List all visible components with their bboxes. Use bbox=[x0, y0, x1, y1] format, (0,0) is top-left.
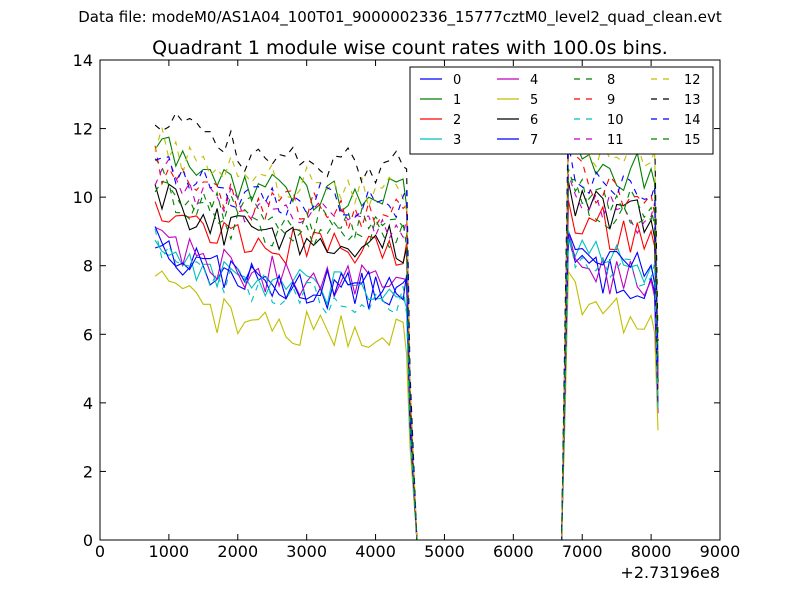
data-file-suptitle: Data file: modeM0/AS1A04_100T01_90000023… bbox=[78, 8, 722, 26]
series-line-4 bbox=[154, 226, 659, 541]
legend-label-13: 13 bbox=[684, 93, 701, 108]
series-line-0 bbox=[154, 237, 659, 541]
legend-label-5: 5 bbox=[530, 93, 538, 108]
series-line-11 bbox=[154, 158, 659, 541]
y-tick-label: 10 bbox=[73, 188, 93, 207]
legend-label-3: 3 bbox=[453, 133, 461, 148]
series-line-1 bbox=[154, 131, 659, 541]
x-offset-label: +2.73196e8 bbox=[620, 563, 720, 582]
x-tick-label: 9000 bbox=[700, 542, 741, 561]
legend-label-14: 14 bbox=[684, 113, 701, 128]
legend-label-15: 15 bbox=[684, 133, 701, 148]
y-tick-label: 12 bbox=[73, 120, 93, 139]
x-tick-label: 4000 bbox=[355, 542, 396, 561]
x-tick-label: 0 bbox=[95, 542, 105, 561]
chart-title: Quadrant 1 module wise count rates with … bbox=[152, 37, 668, 59]
series-lines bbox=[154, 95, 659, 541]
legend-label-1: 1 bbox=[453, 93, 461, 108]
legend-label-12: 12 bbox=[684, 73, 701, 88]
x-tick-label: 6000 bbox=[493, 542, 534, 561]
x-tick-label: 5000 bbox=[424, 542, 465, 561]
y-tick-label: 0 bbox=[83, 531, 93, 550]
legend-label-2: 2 bbox=[453, 113, 461, 128]
legend-box bbox=[409, 66, 714, 155]
y-tick-label: 2 bbox=[83, 462, 93, 481]
axis-ticks: 0 1000 2000 3000 4000 5000 6000 7000 8000 9000 0 2 4… bbox=[73, 51, 741, 561]
y-tick-label: 4 bbox=[83, 394, 93, 413]
series-line-14 bbox=[154, 142, 659, 541]
legend-label-9: 9 bbox=[607, 93, 615, 108]
legend-label-6: 6 bbox=[530, 113, 538, 128]
series-line-15 bbox=[154, 168, 659, 541]
legend-label-11: 11 bbox=[607, 133, 624, 148]
x-tick-label: 2000 bbox=[217, 542, 258, 561]
y-tick-label: 14 bbox=[73, 51, 93, 70]
legend-label-7: 7 bbox=[530, 133, 538, 148]
x-tick-label: 7000 bbox=[562, 542, 603, 561]
legend-label-10: 10 bbox=[607, 113, 624, 128]
x-tick-label: 3000 bbox=[286, 542, 327, 561]
x-tick-label: 1000 bbox=[149, 542, 190, 561]
series-line-5 bbox=[154, 269, 659, 541]
x-tick-label: 8000 bbox=[631, 542, 672, 561]
y-tick-label: 6 bbox=[83, 325, 93, 344]
series-line-7 bbox=[154, 226, 659, 541]
y-tick-label: 8 bbox=[83, 257, 93, 276]
series-line-8 bbox=[154, 158, 659, 541]
series-line-10 bbox=[154, 228, 659, 541]
series-line-6 bbox=[154, 181, 659, 541]
plot-frame bbox=[99, 59, 721, 541]
legend-label-0: 0 bbox=[453, 73, 461, 88]
legend-label-4: 4 bbox=[530, 73, 538, 88]
series-line-12 bbox=[154, 123, 659, 541]
legend-label-8: 8 bbox=[607, 73, 615, 88]
